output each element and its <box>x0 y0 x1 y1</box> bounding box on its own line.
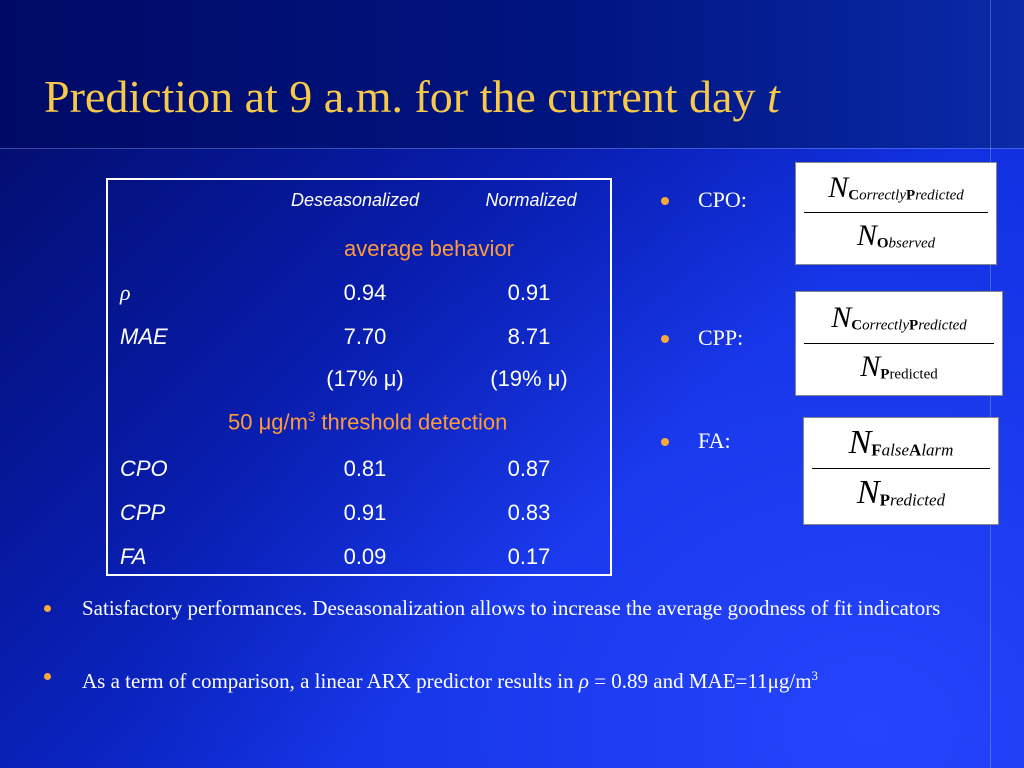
bullet-icon <box>44 605 51 612</box>
bullet-icon <box>661 335 669 343</box>
cell-rho-deseasonalized: 0.94 <box>343 280 387 305</box>
cell-mae-pct-deseasonalized: (17% μ) <box>326 366 404 391</box>
col-header-deseasonalized: Deseasonalized <box>290 190 420 210</box>
thr-sup: 3 <box>307 409 316 424</box>
formula-fa-denominator: NPredicted <box>856 474 946 511</box>
thr-pre: 50 <box>228 409 259 435</box>
bullet-icon <box>44 673 51 680</box>
note-comparison: As a term of comparison, a linear ARX pr… <box>82 661 942 697</box>
bullet-icon <box>661 438 669 446</box>
metric-label-cpp: CPP: <box>698 325 744 350</box>
results-table: Deseasonalized Normalized average behavi… <box>106 178 612 576</box>
cell-mae-normalized: 8.71 <box>507 324 551 349</box>
note2-mid: = 0.89 and MAE=11 <box>588 669 768 693</box>
formula-cpp: NCorrectlyPredicted NPredicted <box>795 291 1003 396</box>
thr-post: threshold detection <box>315 409 508 435</box>
note2-rho: ρ <box>578 669 589 693</box>
cell-mae-deseasonalized: 7.70 <box>343 324 387 349</box>
formula-cpp-numerator: NCorrectlyPredicted <box>831 301 967 334</box>
fraction-bar <box>812 468 990 469</box>
slide-title-italic: t <box>766 71 780 122</box>
formula-cpp-denominator: NPredicted <box>860 350 938 383</box>
row-label-cpo: CPO <box>120 456 168 481</box>
section-threshold-detection: 50 μg/m3 threshold detection <box>228 409 507 435</box>
thr-mid: g/m <box>271 409 308 435</box>
row-label-mae: MAE <box>120 324 168 349</box>
formula-symbol: N <box>828 171 849 204</box>
note2-unit: g/m <box>778 669 812 693</box>
col-header-normalized: Normalized <box>485 190 577 210</box>
formula-fa-numerator: NFalseAlarm <box>848 424 954 461</box>
section-average-behavior: average behavior <box>344 236 515 261</box>
title-band <box>0 0 1024 148</box>
formula-cpo-numerator: NCorrectlyPredicted <box>828 171 964 204</box>
note2-pre: As a term of comparison, a linear ARX pr… <box>82 669 579 693</box>
note2-sup: 3 <box>811 669 818 683</box>
row-label-cpp: CPP <box>120 500 166 525</box>
frame-line-horizontal <box>0 148 1024 149</box>
bullet-icon <box>661 197 669 205</box>
cell-cpp-deseasonalized: 0.91 <box>343 500 387 525</box>
thr-mu: μ <box>258 409 272 435</box>
cell-cpo-normalized: 0.87 <box>507 456 551 481</box>
note-performance: Satisfactory performances. Deseasonaliza… <box>82 596 941 620</box>
cell-fa-deseasonalized: 0.09 <box>343 544 387 569</box>
fraction-bar <box>804 343 994 344</box>
metric-label-fa: FA: <box>698 428 731 453</box>
formula-cpo: NCorrectlyPredicted NObserved <box>795 162 997 265</box>
slide-title-main: Prediction at 9 a.m. for the current day <box>44 71 767 122</box>
row-label-fa: FA <box>120 544 147 569</box>
cell-rho-normalized: 0.91 <box>507 280 551 305</box>
formula-cpo-denominator: NObserved <box>856 219 936 252</box>
cell-cpp-normalized: 0.83 <box>507 500 551 525</box>
cell-mae-pct-normalized: (19% μ) <box>490 366 568 391</box>
slide-title: Prediction at 9 a.m. for the current day… <box>44 74 780 120</box>
row-label-rho: ρ <box>120 280 131 305</box>
cell-cpo-deseasonalized: 0.81 <box>343 456 387 481</box>
formula-fa: NFalseAlarm NPredicted <box>803 417 999 525</box>
metric-label-cpo: CPO: <box>698 187 747 212</box>
note2-mu: μ <box>767 669 779 693</box>
fraction-bar <box>804 212 988 213</box>
cell-fa-normalized: 0.17 <box>507 544 551 569</box>
